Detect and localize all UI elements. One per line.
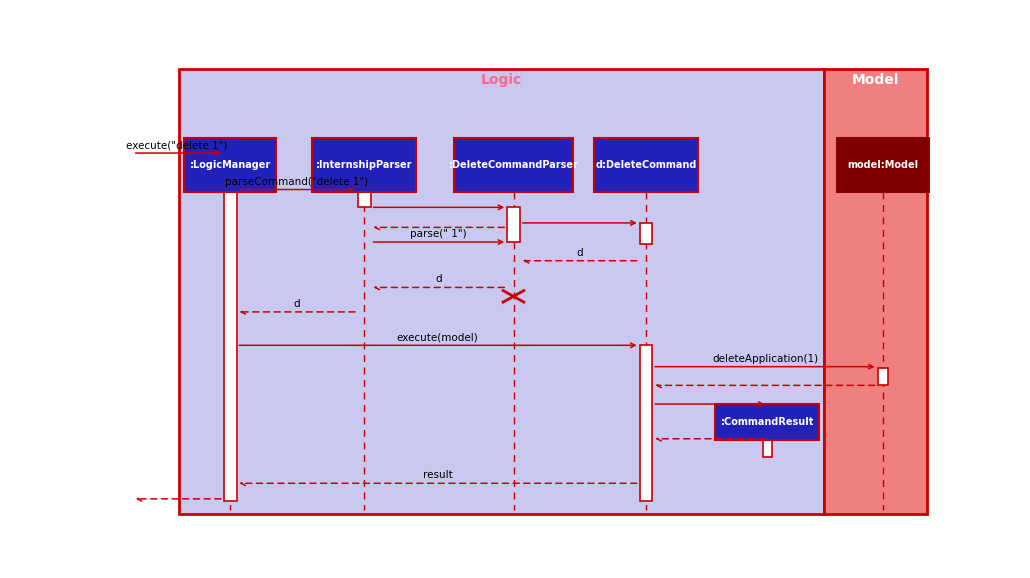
Text: result: result <box>422 470 452 480</box>
Text: :DeleteCommandParser: :DeleteCommandParser <box>449 160 579 170</box>
Text: model:Model: model:Model <box>848 160 919 170</box>
Text: d: d <box>435 275 442 284</box>
Bar <box>879 368 888 386</box>
Bar <box>716 404 819 440</box>
Bar <box>762 439 772 457</box>
Text: execute("delete 1"): execute("delete 1") <box>126 140 228 150</box>
Text: :LogicManager: :LogicManager <box>190 160 271 170</box>
Bar <box>594 138 698 192</box>
Text: Model: Model <box>852 73 899 87</box>
Bar <box>507 208 520 242</box>
Text: Logic: Logic <box>481 73 522 87</box>
Text: :InternshipParser: :InternshipParser <box>316 160 412 170</box>
Bar <box>453 138 574 192</box>
Bar <box>312 138 416 192</box>
Text: d: d <box>577 248 583 258</box>
Bar <box>184 138 276 192</box>
Text: execute(model): execute(model) <box>397 332 479 342</box>
Bar <box>640 345 652 501</box>
Text: :CommandResult: :CommandResult <box>721 417 814 427</box>
Text: parse(" 1"): parse(" 1") <box>410 229 467 239</box>
Bar <box>357 190 371 208</box>
Bar <box>837 138 929 192</box>
Text: d: d <box>294 299 300 309</box>
Bar <box>224 147 237 501</box>
Bar <box>640 223 652 244</box>
Bar <box>179 69 824 514</box>
Bar <box>824 69 927 514</box>
Text: deleteApplication(1): deleteApplication(1) <box>712 354 818 364</box>
Text: d:DeleteCommand: d:DeleteCommand <box>595 160 696 170</box>
Text: parseCommand("delete 1"): parseCommand("delete 1") <box>225 176 368 187</box>
